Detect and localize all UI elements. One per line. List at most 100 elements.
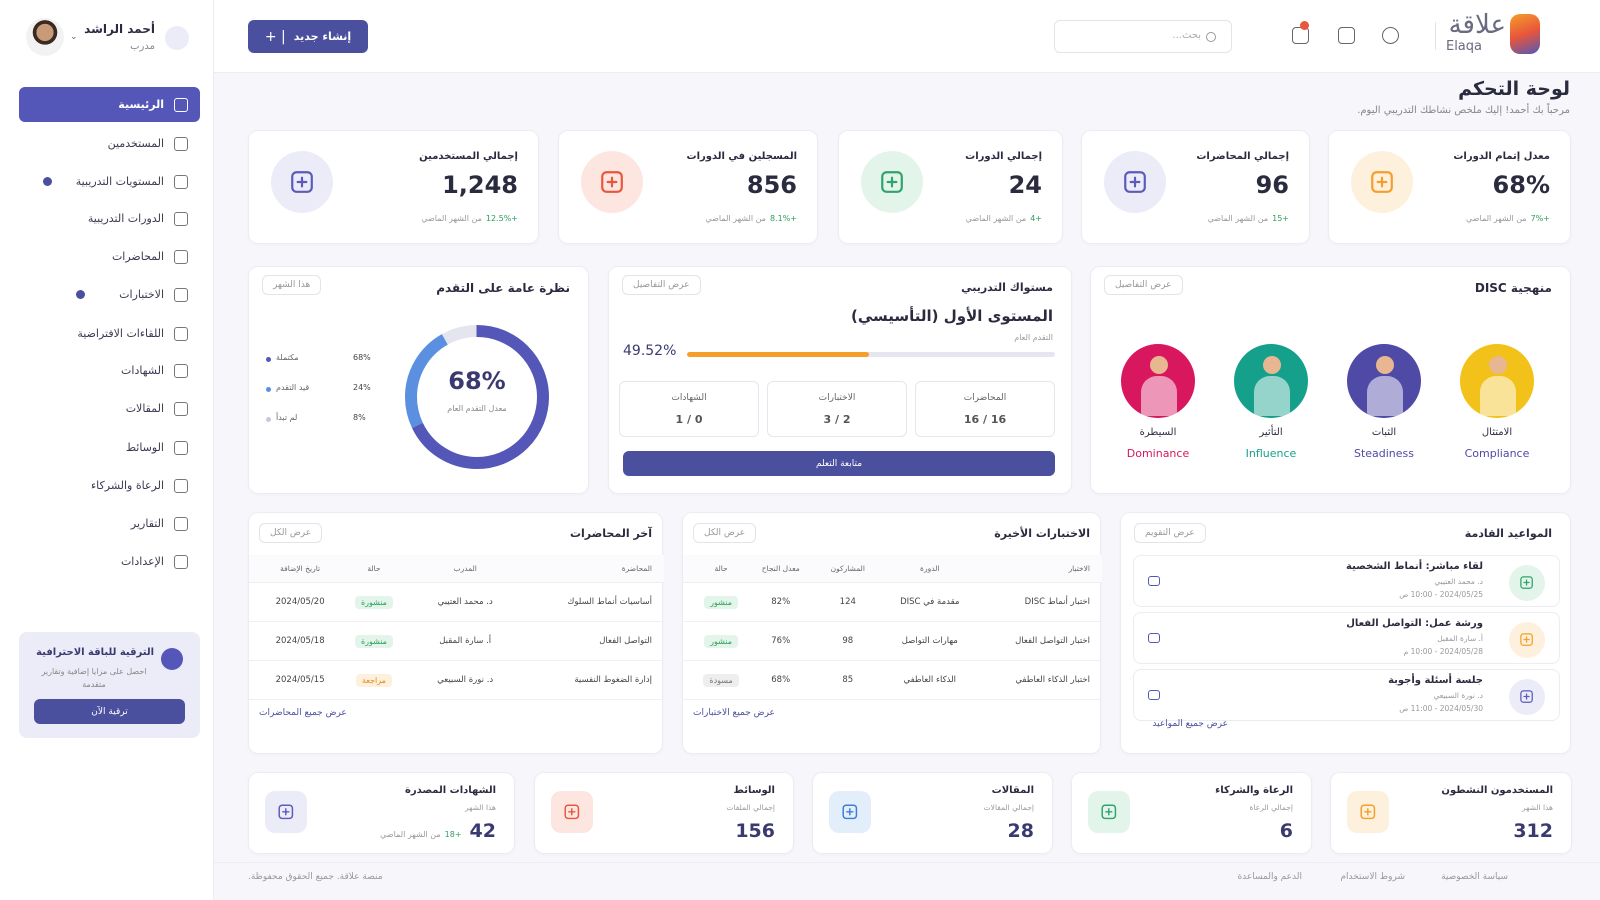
- menu-icon: [174, 326, 188, 341]
- menu-item[interactable]: الشهادات: [19, 353, 200, 388]
- stat-note: من الشهر الماضي: [965, 214, 1027, 223]
- disc-figure-head: [1489, 356, 1507, 374]
- summary-value-row: 6: [1280, 820, 1293, 842]
- create-plus: | +: [264, 28, 286, 45]
- header-icon[interactable]: [1382, 27, 1399, 44]
- progress-filter[interactable]: هذا الشهر: [262, 275, 322, 295]
- menu-item[interactable]: الدورات التدريبية: [19, 201, 200, 236]
- footer-link[interactable]: سياسة الخصوصية: [1441, 872, 1508, 882]
- appointment-row[interactable]: لقاء مباشر: أنماط الشخصية د. محمد العتيبي…: [1133, 555, 1560, 607]
- menu-item[interactable]: التقارير: [19, 506, 200, 541]
- stat-value: 96: [1255, 171, 1289, 199]
- disc-figure-body: [1367, 376, 1403, 416]
- appointments-footer[interactable]: عرض جميع المواعيد: [1152, 719, 1228, 729]
- footer-link[interactable]: الدعم والمساعدة: [1237, 872, 1302, 882]
- disc-avatar: [1460, 344, 1534, 418]
- level-button[interactable]: عرض التفاصيل: [622, 275, 701, 295]
- user-icon: [165, 26, 189, 50]
- footer-link[interactable]: شروط الاستخدام: [1340, 872, 1405, 882]
- appointment-row[interactable]: ورشة عمل: التواصل الفعال أ. سارة المقبل 20…: [1133, 612, 1560, 664]
- tests-button[interactable]: عرض الكل: [693, 523, 757, 543]
- menu-item[interactable]: الاختبارات: [19, 277, 200, 312]
- menu-item[interactable]: الرئيسية: [19, 87, 200, 122]
- icon-glyph: [1520, 633, 1534, 647]
- menu-item[interactable]: الإعدادات: [19, 544, 200, 579]
- cell-text: 2024/05/18: [275, 636, 325, 646]
- header-icon[interactable]: [1338, 27, 1355, 44]
- cell-text: التواصل الفعال: [599, 636, 652, 646]
- disc-button[interactable]: عرض التفاصيل: [1104, 275, 1183, 295]
- cell-text: د. نورة السبيعي: [437, 675, 494, 685]
- column-header: حالة: [714, 564, 728, 573]
- stat-change: +7%: [1530, 214, 1550, 223]
- status-pill: مسودة: [703, 673, 739, 687]
- summary-sub: هذا الشهر: [464, 803, 496, 812]
- icon-glyph: [1360, 804, 1376, 820]
- appointment-row[interactable]: جلسة أسئلة وأجوبة د. نورة السبيعي 2024/05/…: [1133, 669, 1560, 721]
- summary-card: المستخدمون النشطون هذا الشهر 312: [1330, 772, 1572, 854]
- menu-item[interactable]: المحاضرات: [19, 239, 200, 274]
- lectures-row: إدارة الضغوط النفسية د. نورة السبيعي مراجع…: [249, 661, 664, 700]
- summary-value-row: 28: [1008, 820, 1034, 842]
- lectures-footer[interactable]: عرض جميع المحاضرات: [259, 708, 347, 718]
- level-item: الاختبارات 2 / 3: [767, 381, 907, 437]
- table-cell: منشورة: [339, 634, 409, 648]
- tests-footer[interactable]: عرض جميع الاختبارات: [693, 708, 775, 718]
- level-action[interactable]: متابعة التعلم: [623, 451, 1055, 476]
- summary-title: المستخدمون النشطون: [1441, 785, 1553, 796]
- stat-change-row: +8.1% من الشهر الماضي: [705, 214, 797, 223]
- menu-item[interactable]: اللقاءات الافتراضية: [19, 316, 200, 351]
- stat-value: 24: [1008, 171, 1042, 199]
- user-role: مدرب: [130, 41, 155, 52]
- appointments-button[interactable]: عرض التقويم: [1134, 523, 1206, 543]
- disc-figure-head: [1376, 356, 1394, 374]
- menu-item[interactable]: المستخدمين: [19, 126, 200, 161]
- stat-change: +8.1%: [769, 214, 797, 223]
- stat-label: معدل إتمام الدورات: [1453, 151, 1550, 162]
- lectures-head: المحاضرة المدرب حالة تاريخ الإضافة: [249, 555, 664, 583]
- icon: [581, 151, 643, 213]
- progress-title: نظرة عامة على التقدم: [436, 281, 570, 295]
- menu-icon: [174, 174, 188, 189]
- summary-title: الرعاة والشركاء: [1215, 785, 1293, 796]
- menu-label: المقالات: [125, 402, 164, 415]
- disc-card: منهجية DISC عرض التفاصيل الامتثال Complianc…: [1090, 266, 1571, 494]
- icon-glyph: [842, 804, 858, 820]
- menu-icon: [174, 401, 188, 416]
- appointment-person: د. محمد العتيبي: [1434, 577, 1483, 586]
- header-divider: [1435, 22, 1436, 50]
- disc-figure-head: [1263, 356, 1281, 374]
- table-cell: اختبار الذكاء العاطفي: [978, 675, 1090, 685]
- stat-card: إجمالي المستخدمين 1,248 +12.5% من الشهر الم…: [248, 130, 539, 244]
- upgrade-button[interactable]: ترقية الآن: [34, 699, 185, 724]
- icon: [551, 791, 593, 833]
- cell-text: مهارات التواصل: [901, 636, 958, 646]
- disc-figure-body: [1480, 376, 1516, 416]
- cell-text: إدارة الضغوط النفسية: [574, 675, 652, 685]
- create-button[interactable]: إنشاء جديد | +: [248, 20, 368, 53]
- appointment-time: 2024/05/28 - 10:00 م: [1403, 647, 1483, 656]
- menu-item[interactable]: الرعاة والشركاء: [19, 468, 200, 503]
- cell-text: مقدمة في DISC: [900, 597, 960, 607]
- summary-value-row: 312: [1513, 820, 1553, 842]
- column-header: حالة: [367, 564, 381, 573]
- summary-card: الرعاة والشركاء إجمالي الرعاة 6: [1071, 772, 1312, 854]
- icon: [829, 791, 871, 833]
- menu-item[interactable]: المقالات: [19, 391, 200, 426]
- column-header: المدرب: [453, 564, 477, 573]
- cell-text: 98: [842, 636, 854, 646]
- appointment-title: لقاء مباشر: أنماط الشخصية: [1346, 561, 1483, 572]
- donut-chart: [405, 325, 549, 469]
- legend-value: 8%: [353, 413, 366, 422]
- progress-track: [687, 352, 1055, 357]
- menu-item[interactable]: الوسائط: [19, 430, 200, 465]
- menu-item[interactable]: المستويات التدريبية: [19, 164, 200, 199]
- page-title: لوحة التحكم: [1458, 78, 1570, 100]
- menu-label: الرئيسية: [118, 98, 164, 111]
- upgrade-text: احصل على مزايا إضافية وتقارير متقدمة: [41, 667, 147, 689]
- donut-center-label: 68%: [448, 367, 506, 395]
- level-item: المحاضرات 16 / 16: [915, 381, 1055, 437]
- lectures-button[interactable]: عرض الكل: [259, 523, 323, 543]
- search-box[interactable]: بحث...: [1054, 20, 1232, 53]
- disc-en: Influence: [1245, 447, 1297, 460]
